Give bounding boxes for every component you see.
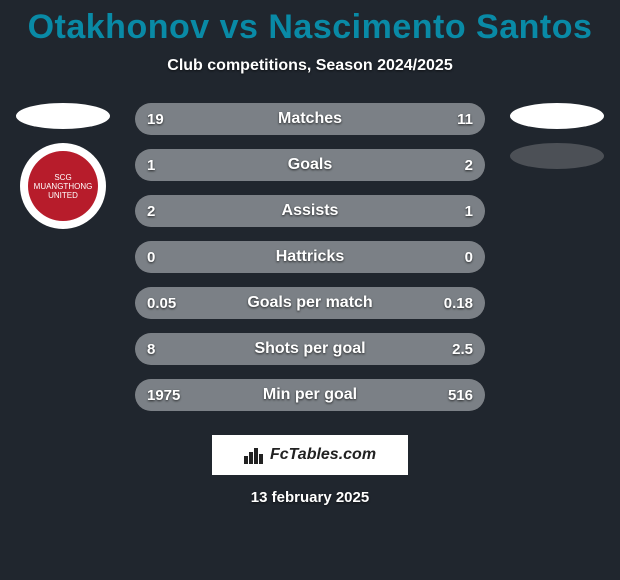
brand-bars-icon [244,446,264,464]
stat-value-left: 1975 [147,387,180,404]
stat-value-right: 0 [465,249,473,266]
stat-value-left: 2 [147,203,155,220]
stat-value-right: 0.18 [444,295,473,312]
left-team-logo-inner: SCG MUANGTHONG UNITED [28,151,98,221]
stat-value-right: 2 [465,157,473,174]
brand-text: FcTables.com [270,446,376,464]
left-team-logo-text: SCG MUANGTHONG UNITED [32,173,94,200]
stat-value-left: 19 [147,111,164,128]
subtitle: Club competitions, Season 2024/2025 [0,57,620,75]
stat-value-right: 1 [465,203,473,220]
stat-row: 21Assists [135,195,485,227]
stat-row: 1911Matches [135,103,485,135]
stat-row: 00Hattricks [135,241,485,273]
left-team-column: SCG MUANGTHONG UNITED [8,103,118,229]
date-text: 13 february 2025 [0,489,620,506]
stat-value-left: 8 [147,341,155,358]
stat-row: 1975516Min per goal [135,379,485,411]
left-flag-ellipse [16,103,110,129]
stat-fill-left [135,333,401,365]
stat-bars: 1911Matches12Goals21Assists00Hattricks0.… [135,103,485,411]
right-flag-ellipse-1 [510,103,604,129]
brand-box[interactable]: FcTables.com [212,435,408,475]
left-team-logo: SCG MUANGTHONG UNITED [20,143,106,229]
stat-fill-left [135,195,370,227]
stat-fill-left [135,103,356,135]
page-title: Otakhonov vs Nascimento Santos [0,0,620,47]
stat-value-left: 0.05 [147,295,176,312]
comparison-content: SCG MUANGTHONG UNITED 1911Matches12Goals… [0,103,620,411]
stat-value-right: 11 [457,111,473,128]
stat-row: 0.050.18Goals per match [135,287,485,319]
stat-fill-right [251,149,486,181]
right-flag-ellipse-2 [510,143,604,169]
stat-value-left: 1 [147,157,155,174]
stat-row: 82.5Shots per goal [135,333,485,365]
stat-value-left: 0 [147,249,155,266]
stat-row: 12Goals [135,149,485,181]
stat-fill-left [135,241,310,273]
right-team-column [502,103,612,169]
stat-fill-right [310,241,485,273]
stat-value-right: 2.5 [452,341,473,358]
stat-value-right: 516 [448,387,473,404]
